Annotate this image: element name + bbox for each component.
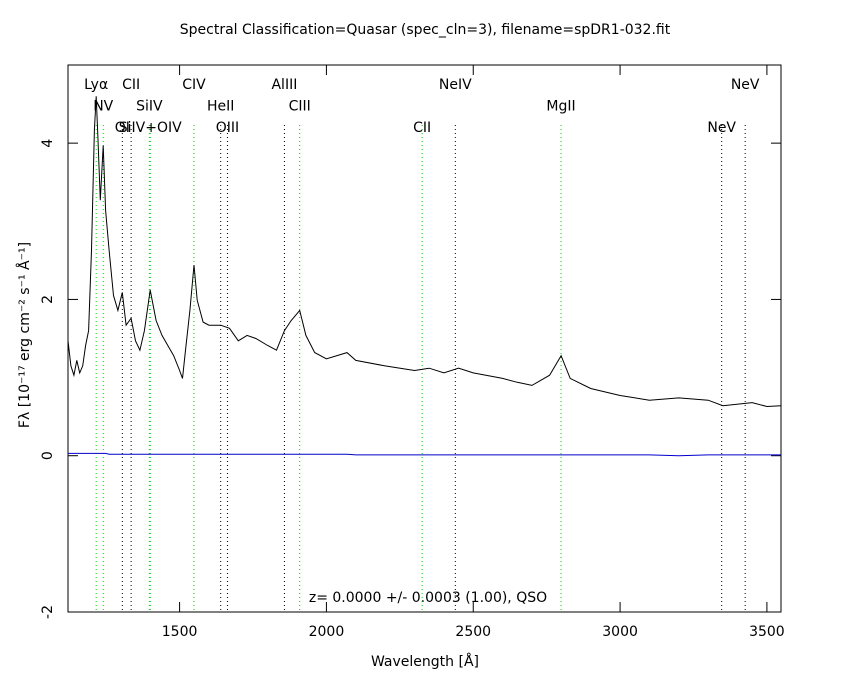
spectral-line-label: AlIII xyxy=(271,77,297,93)
chart-title: Spectral Classification=Quasar (spec_cln… xyxy=(180,22,671,38)
spectral-line-label: NeV xyxy=(707,120,736,136)
x-tick-label: 3000 xyxy=(602,624,638,640)
spectral-line-label: SiIV+OIV xyxy=(119,120,182,136)
spectral-line-label: OI xyxy=(115,120,130,136)
spectral-line-label: NeIV xyxy=(439,77,472,93)
x-tick-label: 1500 xyxy=(162,624,198,640)
plot-frame xyxy=(67,64,782,613)
spectral-line-label: NV xyxy=(93,99,113,115)
x-axis-label: Wavelength [Å] xyxy=(371,653,479,670)
x-tick-label: 3500 xyxy=(749,624,785,640)
y-tick-label: 4 xyxy=(40,139,56,148)
y-tick-label: -2 xyxy=(40,605,56,619)
spectral-line-label: CII xyxy=(122,77,140,93)
annotation: z= 0.0000 +/- 0.0003 (1.00), QSO xyxy=(309,590,547,606)
spectral-line-label: Lyα xyxy=(84,77,108,93)
spectral-line-label: CIII xyxy=(289,99,311,115)
y-tick-label: 0 xyxy=(40,451,56,460)
y-axis-label: Fλ [10⁻¹⁷ erg cm⁻² s⁻¹ Å⁻¹] xyxy=(16,242,33,428)
x-tick-label: 2000 xyxy=(309,624,345,640)
y-tick-label: 2 xyxy=(40,295,56,304)
spectral-line-label: NeV xyxy=(731,77,760,93)
spectral-line-label: CIV xyxy=(182,77,206,93)
x-tick-label: 2500 xyxy=(455,624,491,640)
spectral-line-label: CII xyxy=(413,120,431,136)
spectral-line-label: OIII xyxy=(216,120,239,136)
spectral-line-label: HeII xyxy=(207,99,234,115)
spectral-line-label: SiIV xyxy=(136,99,163,115)
spectral-line-label: MgII xyxy=(546,99,575,115)
spectrum-line xyxy=(67,96,782,408)
spectrum-line xyxy=(68,452,781,457)
